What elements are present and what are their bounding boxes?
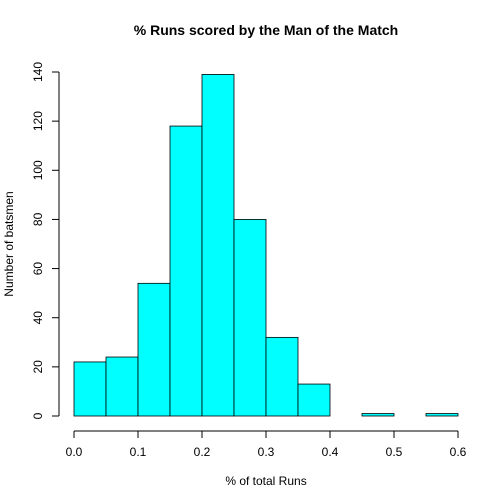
histogram-bar-1 bbox=[105, 356, 139, 417]
x-axis-label: % of total Runs bbox=[225, 474, 306, 488]
histogram-bar-4 bbox=[201, 74, 235, 417]
x-tick-label-3: 0.3 bbox=[258, 445, 275, 459]
y-tick-label-7: 140 bbox=[31, 62, 45, 82]
y-tick-label-1: 20 bbox=[31, 360, 45, 374]
bars-group bbox=[73, 74, 459, 417]
y-tick-label-0: 0 bbox=[31, 412, 45, 419]
x-tick-label-4: 0.4 bbox=[322, 445, 339, 459]
y-axis: 0 20 40 60 80 100 120 140 bbox=[31, 62, 60, 419]
histogram-bar-0 bbox=[73, 361, 107, 417]
x-tick-label-0: 0.0 bbox=[66, 445, 83, 459]
y-tick-label-2: 40 bbox=[31, 311, 45, 325]
y-tick-label-6: 120 bbox=[31, 111, 45, 131]
x-tick-label-5: 0.5 bbox=[386, 445, 403, 459]
x-tick-label-2: 0.2 bbox=[194, 445, 211, 459]
histogram-bar-6 bbox=[265, 336, 299, 417]
y-tick-label-4: 80 bbox=[31, 212, 45, 226]
histogram-bar-2 bbox=[137, 282, 171, 417]
histogram-bar-11 bbox=[425, 413, 459, 417]
y-tick-label-3: 60 bbox=[31, 262, 45, 276]
histogram-bar-3 bbox=[169, 125, 203, 417]
y-axis-label: Number of batsmen bbox=[2, 191, 16, 296]
histogram-bar-9 bbox=[361, 413, 395, 417]
histogram-bar-7 bbox=[297, 383, 331, 417]
y-tick-label-5: 100 bbox=[31, 160, 45, 180]
x-axis: 0.0 0.1 0.2 0.3 0.4 0.5 0.6 bbox=[66, 430, 467, 459]
x-tick-label-1: 0.1 bbox=[130, 445, 147, 459]
x-tick-label-6: 0.6 bbox=[450, 445, 467, 459]
histogram-bar-5 bbox=[233, 219, 267, 417]
chart-title: % Runs scored by the Man of the Match bbox=[134, 22, 398, 38]
